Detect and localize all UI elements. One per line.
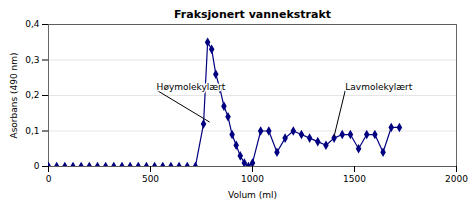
svg-text:Volum (ml): Volum (ml) [228, 190, 277, 200]
svg-text:0: 0 [46, 174, 52, 184]
svg-text:Fraksjonert vannekstrakt: Fraksjonert vannekstrakt [174, 8, 331, 21]
svg-text:Lavmolekylært: Lavmolekylært [345, 82, 412, 92]
svg-text:Asorbans (490 nm): Asorbans (490 nm) [9, 52, 19, 138]
svg-text:500: 500 [142, 174, 159, 184]
svg-text:2000: 2000 [445, 174, 468, 184]
svg-text:1000: 1000 [241, 174, 264, 184]
svg-text:1500: 1500 [343, 174, 366, 184]
svg-text:0,3: 0,3 [25, 55, 39, 65]
svg-text:0,4: 0,4 [25, 19, 40, 29]
svg-text:0: 0 [34, 161, 40, 171]
svg-text:0,2: 0,2 [25, 90, 39, 100]
svg-text:0,1: 0,1 [25, 126, 39, 136]
svg-text:Høymolekylært: Høymolekylært [157, 82, 226, 92]
